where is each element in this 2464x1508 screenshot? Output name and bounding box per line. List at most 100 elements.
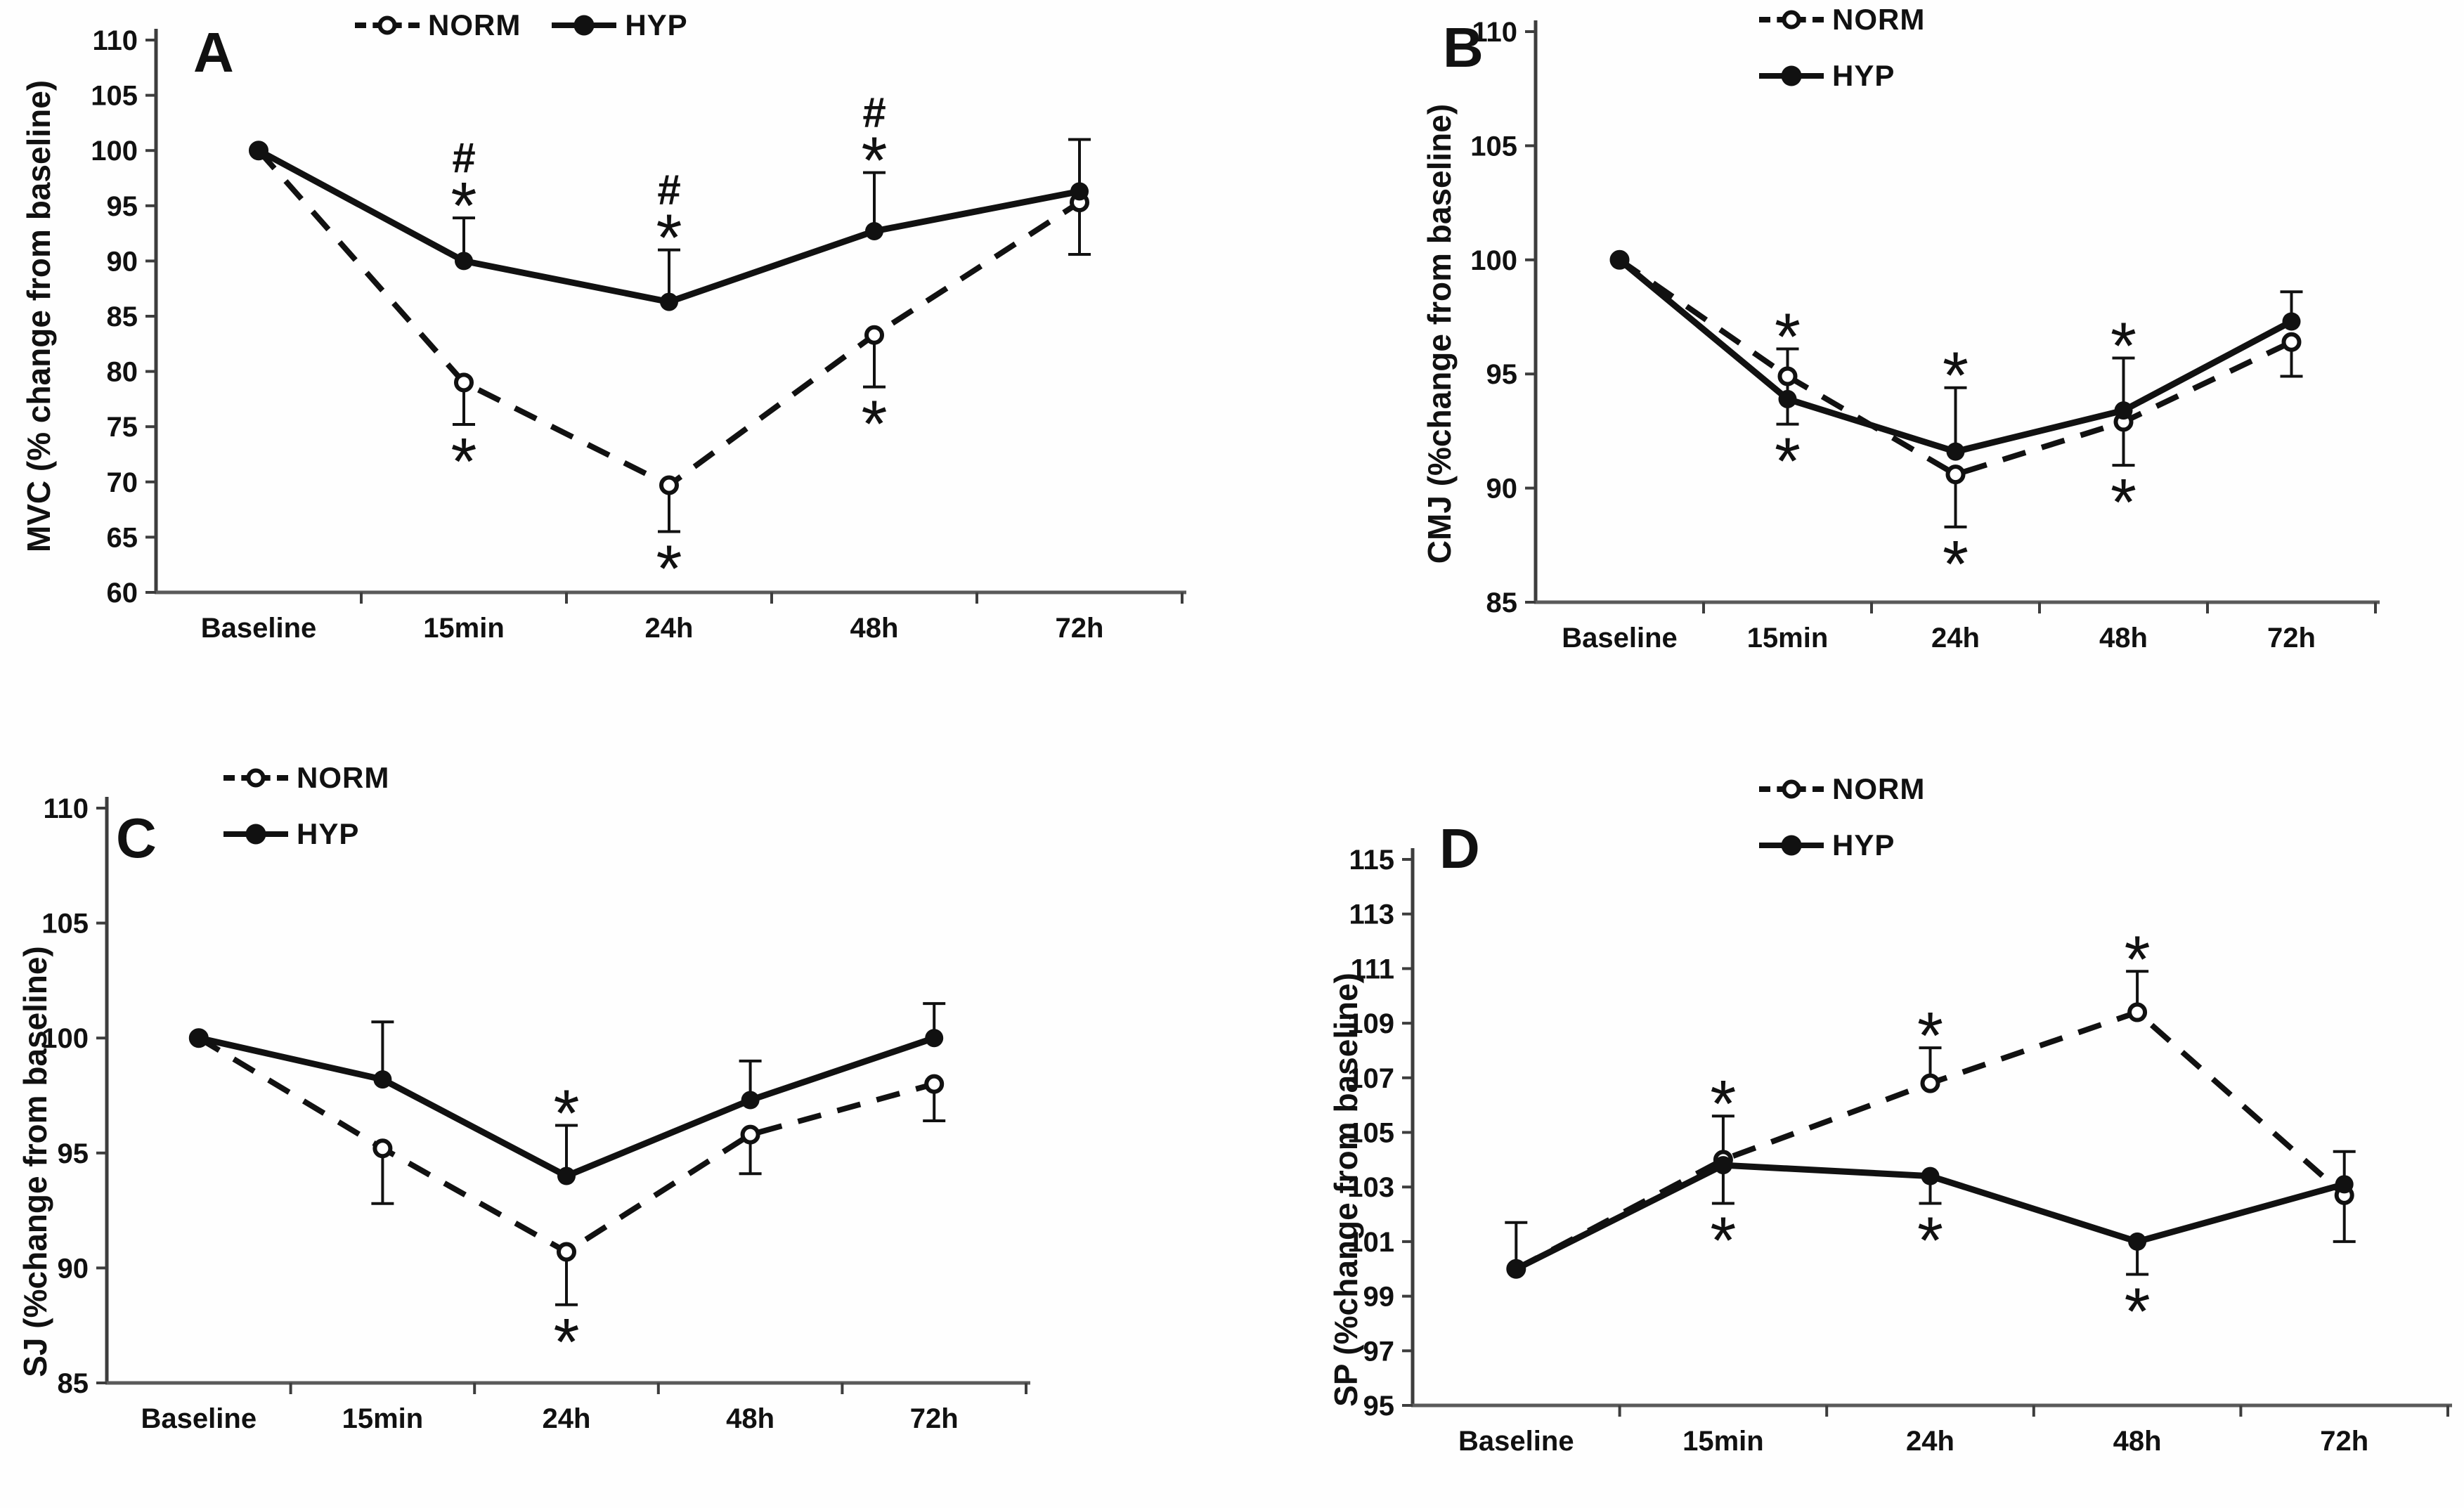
significance-asterisk: * [451, 424, 477, 499]
marker-filled-circle [1921, 1166, 1940, 1185]
legend-item-hyp: HYP [223, 817, 389, 851]
legend-label-hyp: HYP [1832, 59, 1895, 92]
panel-label-c: C [116, 807, 157, 869]
significance-asterisk: * [554, 1305, 580, 1379]
marker-filled-circle [1507, 1259, 1526, 1278]
y-tick-label: 100 [1470, 245, 1517, 276]
legend-label-hyp: HYP [297, 817, 360, 850]
marker-filled-circle [1778, 389, 1797, 408]
x-tick-label: 15min [1747, 623, 1829, 654]
significance-asterisk: * [1775, 424, 1801, 499]
legend-item-norm: NORM [355, 8, 521, 42]
marker-filled-circle [1946, 442, 1965, 461]
legend-label-norm: NORM [297, 761, 390, 794]
marker-filled-circle [741, 1091, 760, 1110]
x-tick-label: 72h [2320, 1426, 2368, 1457]
marker-filled-circle [2282, 312, 2301, 331]
panel-A-mvc: A MVC (% change from baseline) NORM HYP … [0, 0, 1232, 754]
legend-label-norm: NORM [1832, 772, 1926, 805]
hyp-solid-filled-circle-icon [1759, 835, 1824, 855]
legend-label-norm: NORM [1832, 3, 1926, 36]
legend-label-hyp: HYP [625, 8, 688, 41]
y-tick-label: 100 [91, 136, 138, 167]
x-tick-label: 15min [423, 613, 505, 644]
y-tick-label: 105 [1347, 1118, 1394, 1149]
y-tick-label: 101 [1347, 1227, 1394, 1258]
hyp-solid-filled-circle-icon [1759, 65, 1824, 86]
legend-a: NORM HYP [355, 8, 688, 42]
y-tick-label: 113 [1349, 899, 1394, 930]
significance-hash: # [452, 134, 475, 181]
y-tick-label: 99 [1363, 1282, 1395, 1313]
x-tick-label: 15min [342, 1403, 424, 1434]
x-tick-label: Baseline [201, 613, 317, 644]
legend-item-norm: NORM [1759, 772, 1925, 806]
marker-open-circle [2281, 332, 2302, 352]
significance-asterisk: * [2110, 465, 2136, 540]
panel-label-a: A [193, 21, 234, 84]
x-tick-label: 72h [2267, 623, 2316, 654]
marker-filled-circle [2335, 1175, 2354, 1194]
y-tick-label: 103 [1347, 1172, 1394, 1203]
marker-filled-circle [925, 1029, 944, 1048]
marker-filled-circle [1070, 182, 1089, 201]
y-tick-label: 80 [107, 357, 138, 388]
significance-hash: # [862, 89, 886, 136]
significance-asterisk: * [2110, 308, 2136, 383]
marker-open-circle [557, 1242, 576, 1262]
x-tick-label: Baseline [1562, 623, 1678, 654]
legend-d: NORM HYP [1759, 772, 1925, 862]
x-tick-label: 15min [1682, 1426, 1764, 1457]
significance-asterisk: * [1917, 999, 1943, 1073]
panel-B-cmj: B CMJ (%change from baseline) NORM HYP 8… [1232, 0, 2464, 754]
plot-area-cmj: 85 90 95 100 105 110 Baseline 15min 24h 48h 72h * * *… [1470, 17, 2380, 654]
marker-open-circle [1777, 366, 1798, 386]
y-tick-label: 85 [1486, 587, 1518, 618]
y-tick-label: 105 [1470, 131, 1517, 162]
series-line-norm [1618, 257, 2293, 478]
legend-item-hyp: HYP [552, 8, 687, 42]
plot-area-sp: 95 97 99 101 103 105 107 109 111 113 115 Baseline 15… [1347, 845, 2452, 1457]
marker-filled-circle [865, 221, 883, 240]
x-tick-label: Baseline [141, 1403, 257, 1434]
y-tick-label: 111 [1351, 954, 1394, 984]
y-tick-label: 97 [1363, 1336, 1395, 1367]
plot-area-sj: 85 90 95 100 105 110 Baseline 15min 24h 48h 72h * * [41, 793, 1030, 1434]
marker-open-circle [372, 1138, 393, 1159]
y-tick-label: 107 [1347, 1063, 1394, 1094]
legend-label-hyp: HYP [1832, 828, 1895, 862]
x-tick-label: 72h [910, 1403, 959, 1434]
norm-dashed-open-circle-icon [1759, 779, 1824, 798]
y-tick-label: 75 [107, 412, 138, 443]
y-tick-label: 90 [1486, 474, 1518, 505]
marker-open-circle [924, 1074, 945, 1094]
y-tick-label: 70 [107, 467, 138, 498]
y-tick-label: 85 [107, 301, 138, 332]
y-tick-label: 105 [41, 909, 89, 940]
panel-label-b: B [1443, 16, 1484, 79]
x-tick-label: 48h [726, 1403, 774, 1434]
legend-label-norm: NORM [428, 8, 521, 41]
y-tick-label: 65 [107, 522, 138, 553]
significance-asterisk: * [1710, 1067, 1736, 1141]
y-tick-label: 115 [1349, 845, 1394, 876]
x-tick-label: Baseline [1458, 1426, 1574, 1457]
marker-filled-circle [1713, 1156, 1732, 1175]
significance-asterisk: * [1775, 299, 1801, 374]
x-tick-label: 24h [1931, 623, 1980, 654]
y-tick-label: 105 [91, 81, 138, 112]
significance-asterisk: * [656, 532, 682, 606]
marker-filled-circle [455, 252, 473, 271]
y-tick-label: 110 [43, 793, 89, 824]
marker-filled-circle [249, 141, 268, 160]
significance-asterisk: * [1710, 1204, 1736, 1278]
hyp-solid-filled-circle-icon [223, 824, 288, 844]
significance-asterisk: * [451, 169, 477, 243]
x-tick-label: 48h [2113, 1426, 2162, 1457]
marker-open-circle [740, 1124, 760, 1145]
significance-asterisk: * [1917, 1204, 1943, 1278]
marker-filled-circle [189, 1029, 208, 1048]
norm-dashed-open-circle-icon [223, 768, 288, 787]
x-tick-label: 24h [1906, 1426, 1954, 1457]
